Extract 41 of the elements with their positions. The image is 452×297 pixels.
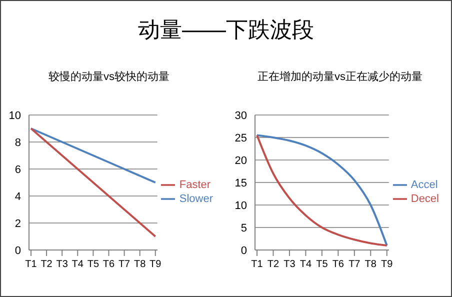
x-tick-label: T3 [56,259,68,270]
chart-subtitle: 正在增加的动量vs正在减少的动量 [256,70,424,85]
y-tick-label: 30 [234,110,247,122]
legend-label: Accel [410,178,438,190]
y-tick-label: 0 [240,244,247,257]
y-tick-label: 2 [14,218,21,230]
y-tick-label: 4 [14,190,21,203]
x-tick-label: T2 [40,259,53,270]
line-series [256,134,388,246]
line-series [30,128,156,184]
y-tick-label: 25 [234,132,247,144]
x-tick-label: T4 [72,259,84,270]
chart-subtitle: 较慢的动量vs较快的动量 [48,70,170,85]
text: 动量——下跌波段 [137,16,315,44]
y-tick-label: 10 [234,200,247,212]
x-tick-label: T9 [381,259,394,270]
x-tick-label: T7 [348,259,361,270]
y-tick-label: 6 [14,164,21,176]
x-tick-label: T8 [134,259,146,270]
x-tick-label: T6 [102,259,116,270]
x-tick-label: T8 [364,259,377,270]
y-tick-label: 10 [8,110,21,122]
line-series [30,128,156,238]
x-tick-label: T4 [300,259,312,270]
x-tick-label: T2 [267,259,280,270]
y-tick-label: 0 [14,244,21,257]
legend-label: Faster [179,178,211,190]
x-tick-label: T3 [284,259,296,270]
y-tick-label: 15 [234,177,247,190]
y-tick-label: 20 [234,154,247,167]
x-tick-label: T9 [150,259,162,270]
x-tick-label: T7 [118,259,131,270]
y-tick-label: 8 [14,136,21,149]
y-tick-label: 5 [240,222,247,234]
legend-label: Slower [179,192,213,204]
x-tick-label: T1 [25,259,38,270]
x-tick-label: T5 [316,259,328,270]
legend-label: Decel [410,192,439,204]
x-tick-label: T1 [251,259,264,270]
x-tick-label: T5 [87,259,100,270]
x-tick-label: T6 [332,259,344,270]
